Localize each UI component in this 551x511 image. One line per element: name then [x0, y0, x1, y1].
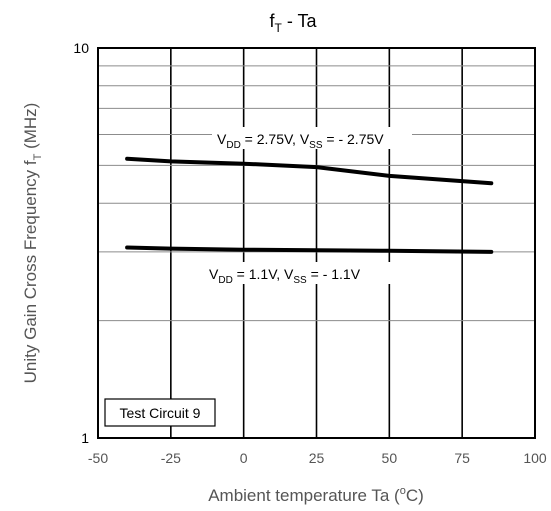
grid-lines — [98, 48, 535, 438]
x-tick-label-3: 25 — [309, 450, 325, 466]
annotation-box — [104, 398, 216, 427]
chart-title: fT - Ta — [269, 11, 317, 35]
test-circuit-annotation: Test Circuit 9 — [104, 398, 216, 427]
y-tick-labels: 1 10 — [73, 40, 89, 446]
series-layer — [125, 156, 494, 254]
plot-frame — [97, 47, 536, 439]
series-label-2-text: VDD = 1.1V, VSS = - 1.1V — [209, 266, 361, 286]
series-label-1: VDD = 2.75V, VSS = - 2.75V — [212, 127, 412, 151]
title-sub: T — [274, 21, 282, 35]
title-rest: - Ta — [282, 11, 318, 31]
y-tick-label-0: 1 — [81, 430, 89, 446]
title-base: f — [269, 11, 275, 31]
x-tick-label-2: 0 — [240, 450, 248, 466]
y-axis-label: Unity Gain Cross Frequency fT (MHz) — [21, 103, 44, 384]
series-label-1-bg — [212, 127, 412, 149]
x-tick-label-1: -25 — [161, 450, 181, 466]
series-line-1 — [125, 156, 494, 186]
x-tick-label-5: 75 — [454, 450, 470, 466]
series-line-2 — [125, 245, 494, 254]
y-tick-label-1: 10 — [73, 40, 89, 56]
x-tick-label-4: 50 — [382, 450, 398, 466]
series-label-2-bg — [204, 262, 394, 284]
series-label-2: VDD = 1.1V, VSS = - 1.1V — [204, 262, 394, 286]
x-tick-label-6: 100 — [523, 450, 547, 466]
series-label-1-text: VDD = 2.75V, VSS = - 2.75V — [217, 131, 384, 151]
x-tick-label-0: -50 — [88, 450, 108, 466]
annotation-text: Test Circuit 9 — [120, 405, 201, 421]
x-axis-label: Ambient temperature Ta (oC) — [208, 485, 424, 505]
x-tick-labels: -50 -25 0 25 50 75 100 — [88, 450, 547, 466]
